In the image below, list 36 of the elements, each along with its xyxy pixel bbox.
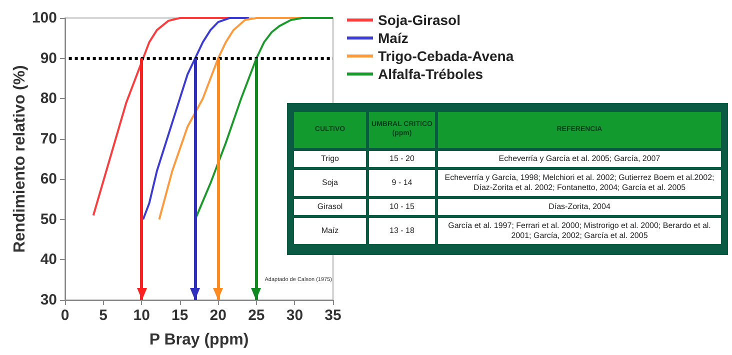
line-series — [158, 17, 304, 220]
text: Echeverría y García, 1998; Melchiori et al. 2002; Gutierrez Boem et al.2002; Díaz-Zorita et al. 2002; Fontanetto, 2004; García et al. 2005 — [438, 170, 721, 196]
x-tick-label: 15 — [172, 307, 188, 324]
x-tick-label: 0 — [60, 307, 70, 324]
text: 10 - 15 — [369, 199, 435, 215]
y-tick-label: 100 — [32, 10, 57, 26]
text: García et al. 1997; Ferrari et al. 2000; Mistrorigo et al. 2000; Berardo et al. 2001; García, 2002; García et al. 2005 — [438, 218, 721, 244]
annotation: Soja — [294, 170, 366, 196]
y-tick-label: 90 — [40, 50, 57, 67]
legend-label: Maíz — [378, 30, 408, 46]
y-tick-label: 60 — [40, 170, 57, 188]
y-tick-label: 50 — [40, 210, 57, 228]
legend-label: Soja-Girasol — [378, 12, 460, 28]
annotation: Maíz — [294, 218, 366, 244]
legend-label: Trigo-Cebada-Avena — [378, 48, 514, 64]
x-axis-title: P Bray (ppm) — [149, 332, 249, 348]
text: Días-Zorita, 2004 — [438, 199, 721, 215]
x-tick-label: 35 — [324, 307, 342, 324]
x-tick-label: 5 — [99, 307, 108, 324]
x-tick-label: 25 — [248, 307, 265, 324]
y-tick-label: 30 — [40, 292, 57, 308]
text: Echeverría y García et al. 2005; García, 2007 — [438, 151, 721, 167]
annotation: Trigo — [294, 151, 366, 167]
y-tick-label: 70 — [40, 130, 57, 148]
text: 13 - 18 — [369, 218, 435, 244]
y-tick-label: 80 — [40, 90, 57, 108]
y-tick-label: 40 — [40, 251, 57, 268]
x-tick-label: 20 — [210, 307, 226, 324]
y-axis-title: Rendimiento relativo (%) — [12, 65, 29, 253]
x-tick-label: 10 — [133, 307, 150, 324]
annotation: Girasol — [294, 199, 366, 215]
text: 15 - 20 — [369, 151, 435, 167]
legend-label: Alfalfa-Tréboles — [378, 66, 484, 82]
line-series — [142, 17, 250, 220]
x-tick-label: 30 — [286, 307, 304, 324]
text: 9 - 14 — [369, 170, 435, 196]
